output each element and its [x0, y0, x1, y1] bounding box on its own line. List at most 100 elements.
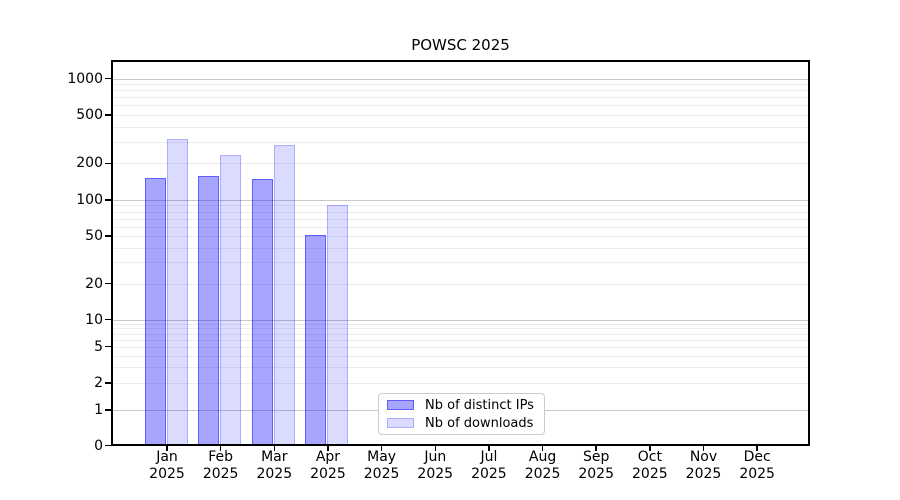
x-tick [756, 446, 758, 451]
y-tick [105, 318, 111, 321]
legend-swatch-downloads [387, 418, 414, 428]
major-gridline [112, 78, 809, 80]
x-tick-label: Jul 2025 [457, 449, 521, 483]
x-tick [219, 446, 222, 451]
x-tick-year: 2025 [632, 466, 668, 482]
axis-spine-right [808, 60, 810, 446]
y-tick [105, 282, 111, 285]
legend-label-downloads: Nb of downloads [425, 415, 534, 431]
x-tick-year: 2025 [363, 466, 400, 482]
minor-gridline [112, 115, 809, 117]
minor-gridline [112, 142, 809, 144]
x-tick [702, 446, 705, 451]
minor-gridline [112, 218, 809, 220]
x-tick-label: Sep 2025 [564, 449, 628, 483]
x-tick-month: Oct [637, 449, 662, 465]
plot-area [112, 60, 809, 445]
x-tick-month: Mar [261, 449, 288, 465]
y-tick-label: 10 [85, 311, 103, 328]
x-tick [166, 446, 168, 451]
x-tick [649, 446, 651, 451]
axis-spine-left [111, 60, 113, 446]
bar-nb-of-distinct-ips-mar [251, 179, 273, 445]
minor-gridline [112, 163, 809, 165]
minor-gridline [112, 126, 809, 128]
x-tick-month: Jan [156, 449, 178, 465]
x-tick-label: Apr 2025 [296, 449, 360, 483]
x-tick-label: Nov 2025 [672, 449, 736, 483]
bar-nb-of-distinct-ips-apr [305, 234, 327, 445]
x-tick-label: Jun 2025 [403, 449, 467, 483]
x-tick-month: Apr [315, 449, 341, 465]
x-tick-year: 2025 [202, 466, 239, 482]
y-tick [105, 77, 111, 80]
y-tick-label: 500 [76, 107, 103, 124]
x-tick-label: Dec 2025 [725, 449, 789, 483]
x-tick-month: Jun [424, 449, 447, 465]
x-tick [327, 446, 329, 451]
x-tick [541, 446, 544, 451]
x-tick-month: Sep [582, 449, 610, 465]
bar-nb-of-downloads-feb [220, 154, 242, 445]
x-tick-month: Dec [743, 449, 771, 465]
y-tick-label: 1 [94, 402, 103, 418]
y-tick-label: 20 [85, 275, 103, 292]
minor-gridline [112, 226, 809, 228]
y-tick-label: 2 [94, 374, 103, 391]
x-tick-label: Aug 2025 [511, 449, 575, 483]
x-tick-year: 2025 [524, 466, 561, 482]
y-tick [105, 162, 111, 165]
legend-swatch-distinct-ips [387, 400, 414, 410]
minor-gridline [112, 355, 809, 357]
x-tick-month: Nov [689, 449, 718, 465]
x-tick-month: May [367, 449, 397, 465]
y-tick [105, 382, 111, 384]
x-tick [595, 446, 597, 451]
bar-nb-of-downloads-jan [166, 138, 188, 445]
y-tick-label: 0 [94, 437, 103, 454]
x-tick-month: Aug [528, 449, 557, 465]
x-tick-year: 2025 [739, 466, 775, 482]
x-tick-month: Jul [480, 449, 498, 465]
minor-gridline [112, 339, 809, 341]
minor-gridline [112, 283, 809, 285]
chart-title: POWSC 2025 [411, 36, 510, 54]
x-tick-year: 2025 [578, 466, 614, 482]
minor-gridline [112, 105, 809, 107]
minor-gridline [112, 90, 809, 92]
major-gridline [112, 319, 809, 321]
x-tick-year: 2025 [256, 466, 293, 482]
legend: Nb of distinct IPs Nb of downloads [378, 393, 545, 435]
minor-gridline [112, 262, 809, 264]
legend-row-downloads: Nb of downloads [379, 416, 544, 431]
axis-spine-bottom [111, 444, 810, 446]
y-tick [105, 199, 111, 201]
minor-gridline [112, 247, 809, 249]
x-tick-year: 2025 [685, 466, 722, 482]
y-tick [105, 409, 111, 411]
x-tick-month: Feb [208, 449, 234, 465]
x-tick [273, 446, 276, 451]
minor-gridline [112, 323, 809, 325]
major-gridline [112, 200, 809, 201]
minor-gridline [112, 333, 809, 335]
legend-label-distinct-ips: Nb of distinct IPs [425, 397, 534, 413]
legend-row-distinct-ips: Nb of distinct IPs [379, 398, 544, 413]
y-tick [105, 345, 111, 348]
y-tick-label: 200 [76, 155, 103, 172]
x-tick [434, 446, 436, 451]
x-tick-year: 2025 [310, 466, 346, 482]
minor-gridline [112, 328, 809, 330]
x-tick-label: Jan 2025 [135, 449, 199, 483]
bar-nb-of-downloads-apr [327, 205, 349, 445]
minor-gridline [112, 84, 809, 86]
x-tick-label: Mar 2025 [242, 449, 306, 483]
y-tick [105, 444, 111, 447]
minor-gridline [112, 205, 809, 207]
bar-nb-of-downloads-mar [273, 145, 295, 445]
minor-gridline [112, 346, 809, 348]
x-tick-label: Oct 2025 [618, 449, 682, 483]
y-tick-label: 1000 [67, 70, 103, 87]
x-tick-year: 2025 [417, 466, 454, 482]
